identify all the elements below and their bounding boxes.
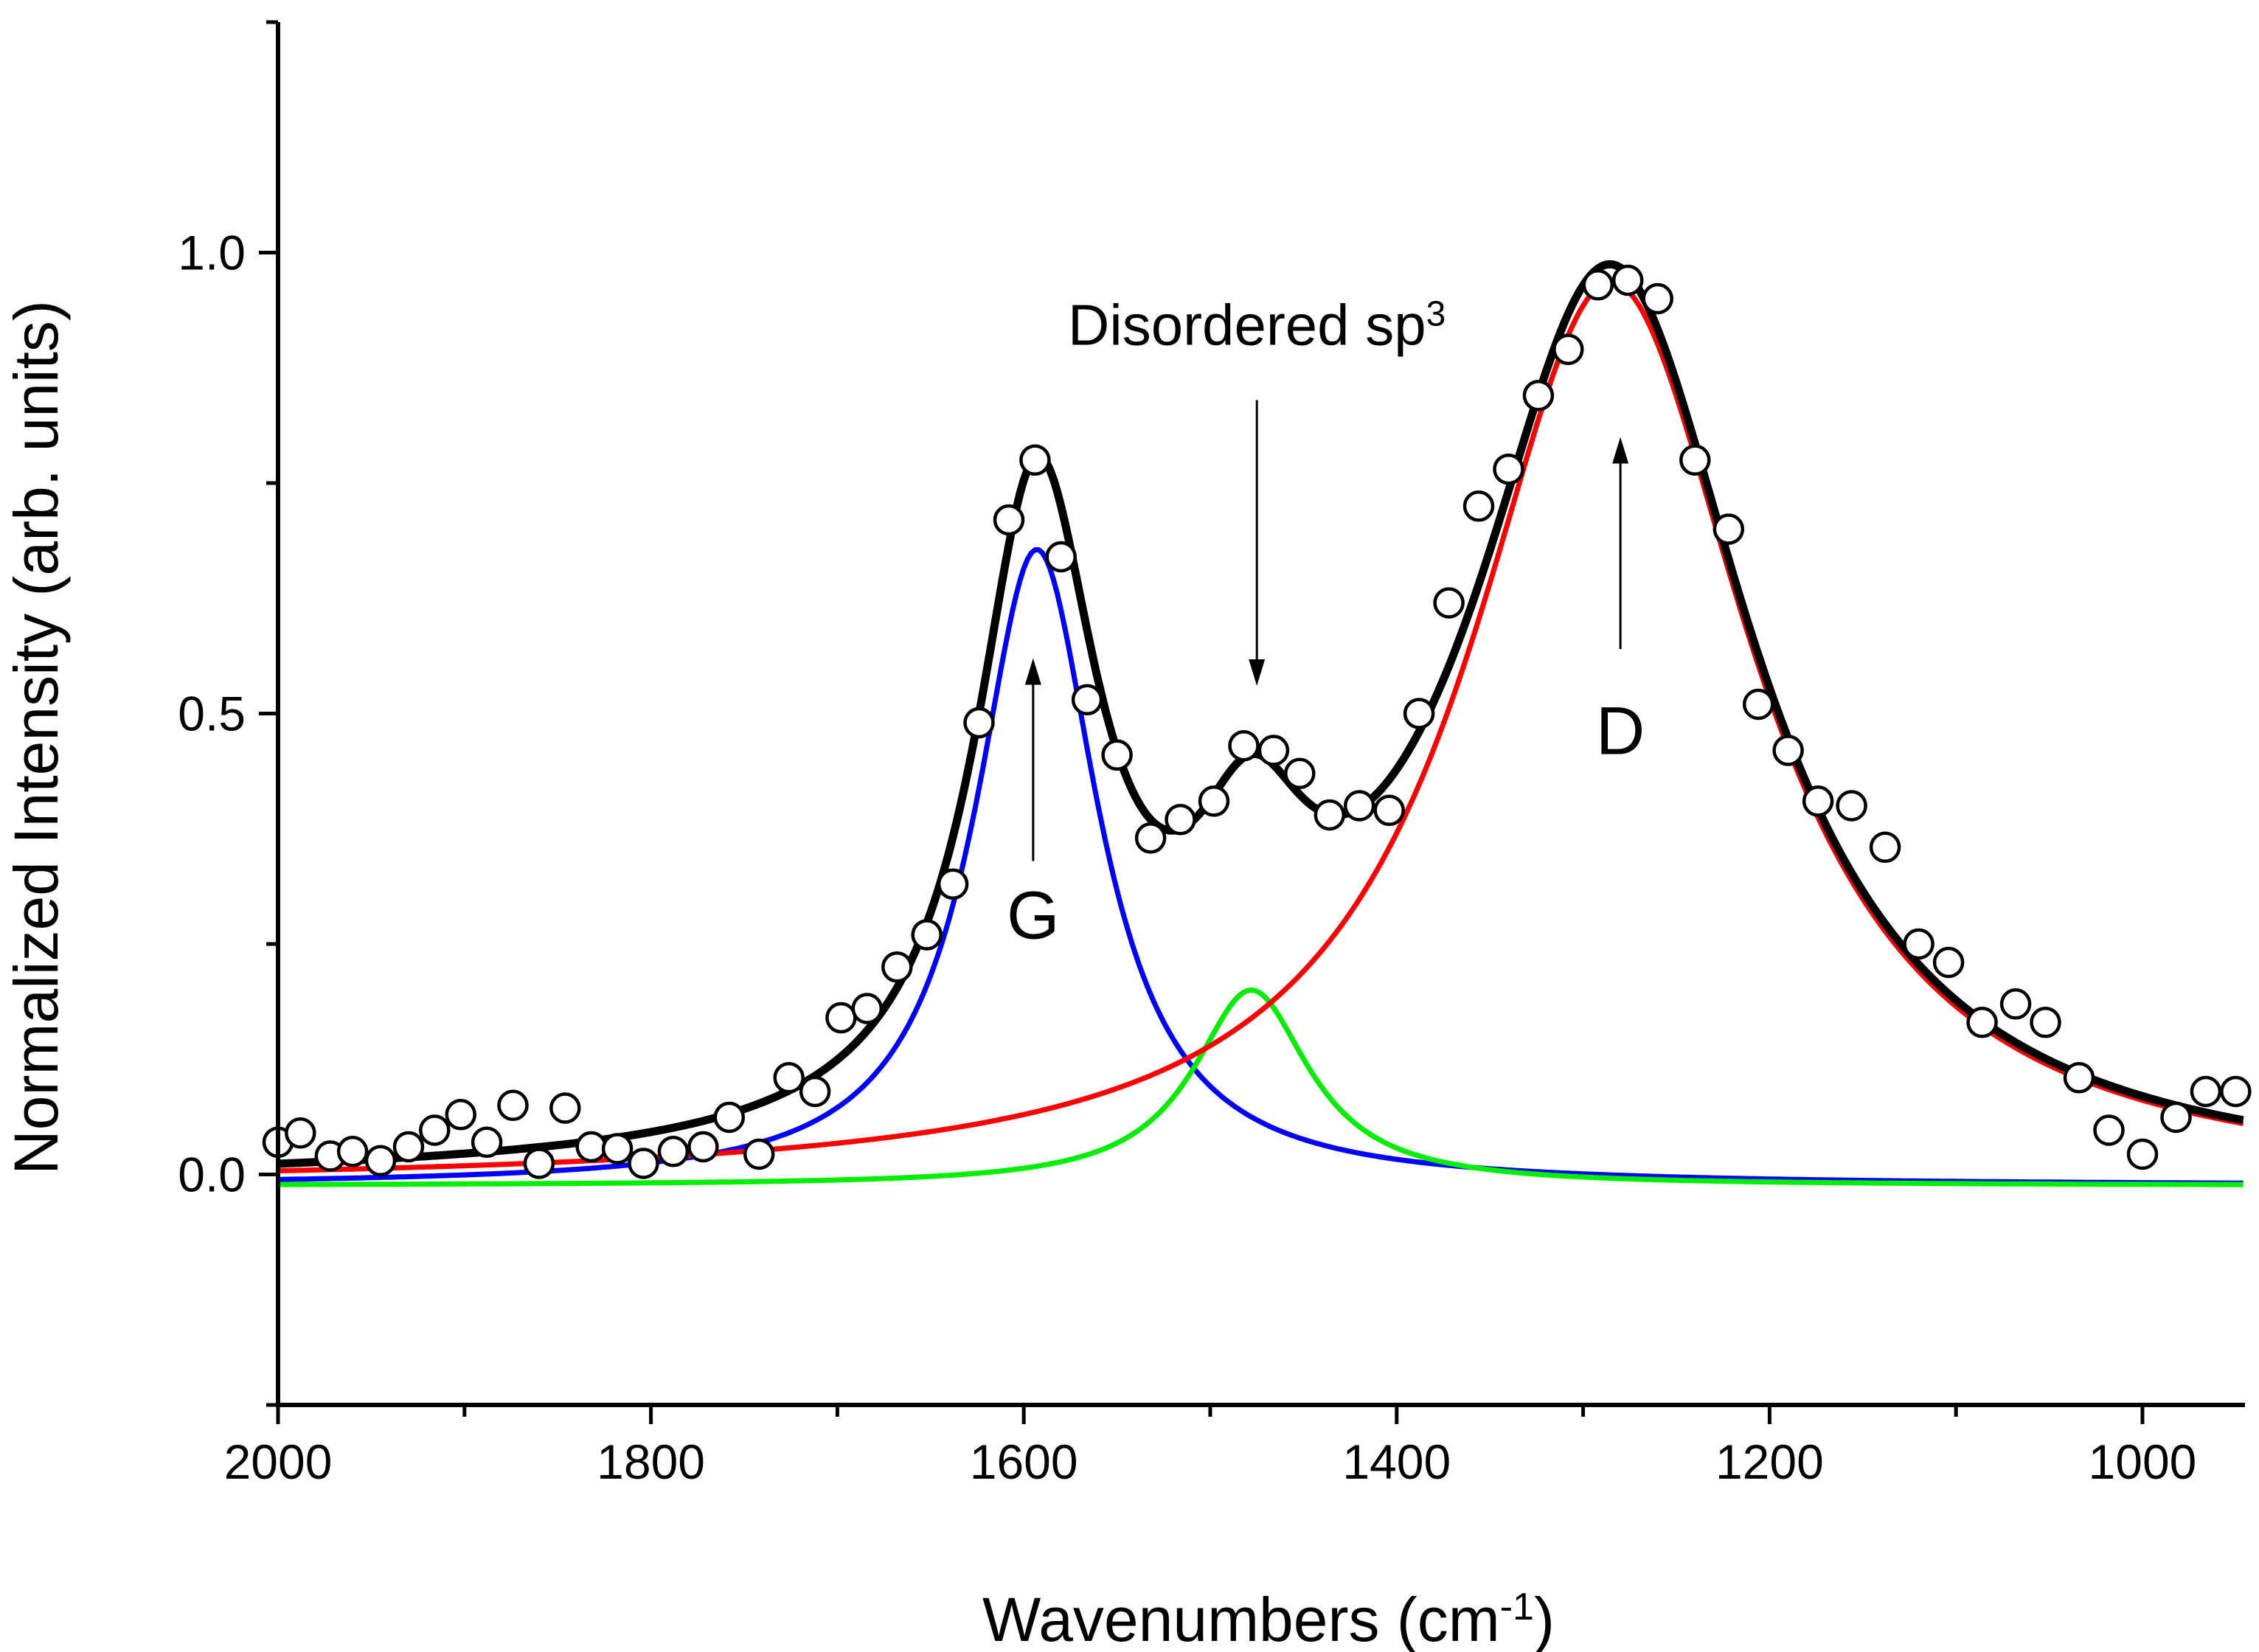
y-axis-title: Normalized Intensity (arb. units) [1,300,71,1175]
x-axis-title: Wavenumbers (cm-1) [982,1585,1555,1652]
data-point [419,1114,451,1146]
data-point [1433,587,1465,619]
data-point [1999,988,2032,1020]
data-point [1522,380,1555,412]
fit-line-d-band-fit [277,280,2244,1173]
data-point [2220,1075,2252,1108]
data-point [497,1089,529,1122]
x-tick-label: 1600 [970,1434,1078,1489]
data-point [1493,453,1524,485]
data-point [773,1062,805,1094]
x-axis-title-sup: -1 [1500,1586,1534,1628]
arrow-head-sp3 [1249,659,1266,686]
data-point [1134,822,1167,854]
data-point [687,1131,719,1163]
data-point [575,1131,607,1163]
arrow-head-D [1612,437,1629,464]
data-point [1071,684,1103,716]
data-point [1101,739,1133,771]
x-tick-label: 2000 [224,1434,333,1489]
x-tick-label: 1200 [1715,1434,1824,1489]
y-tick-label: 0.5 [178,687,246,741]
y-tick-label: 1.0 [178,226,246,280]
label-G: G [1007,878,1060,954]
data-point [1373,794,1405,827]
data-point [1772,735,1804,766]
data-point [445,1099,476,1131]
data-point [799,1075,831,1108]
data-point [825,1002,857,1034]
x-tick-label: 1000 [2089,1434,2197,1489]
y-tick-label: 0.0 [178,1148,246,1202]
data-point [963,707,995,739]
x-axis-title-close: ) [1534,1585,1555,1652]
axes: 0.0 0.5 1.0 2000 1800 1600 1400 1200 1000 [178,20,2245,1489]
data-markers [262,264,2252,1179]
data-point [1802,785,1834,817]
data-point [285,1117,316,1149]
data-point [549,1092,581,1124]
data-point [1932,946,1965,979]
data-point [1642,282,1673,315]
data-point [336,1136,369,1167]
data-point [1257,735,1290,766]
data-point [628,1148,659,1179]
data-point [2030,1007,2061,1038]
data-point [1198,785,1230,817]
data-point [657,1136,690,1167]
data-point [2190,1075,2222,1108]
data-point [1836,790,1867,822]
data-point [911,919,943,951]
data-point [993,504,1025,536]
label-D-text: D [1596,694,1645,769]
arrow-head-G [1024,658,1041,685]
data-point [364,1145,397,1177]
data-point [1582,269,1614,301]
data-point [471,1126,503,1159]
data-point [1343,790,1375,822]
data-point [1552,333,1584,366]
x-tick-label: 1400 [1342,1434,1451,1489]
data-point [1314,799,1346,831]
data-point [1019,444,1051,476]
data-point [2126,1138,2159,1170]
data-point [1165,804,1196,836]
data-point [1045,541,1077,573]
annotations: G D Disordered sp3 [1007,293,1645,954]
data-point [1742,688,1774,721]
data-point [1611,264,1644,296]
fit-line-cumulative [277,260,2244,1168]
fit-curves [277,260,2244,1187]
data-point [2093,1114,2125,1146]
data-point [1966,1007,1998,1038]
label-sp3-text: Disordered sp [1068,293,1426,358]
x-tick-label: 1800 [597,1434,705,1489]
label-sp3-sup: 3 [1426,294,1446,333]
data-point [1228,729,1260,762]
data-point [743,1138,775,1170]
label-G-text: G [1007,878,1060,954]
data-point [2063,1062,2095,1094]
data-point [601,1133,634,1165]
fit-line-g-band-fit [278,547,2244,1186]
data-point [1462,490,1495,522]
label-sp3: Disordered sp3 [1068,293,1446,358]
data-point [1679,444,1711,476]
data-point [1869,831,1901,864]
data-point [1903,928,1934,960]
data-point [523,1148,555,1179]
data-point [1713,513,1745,545]
label-D: D [1596,694,1645,769]
data-point [2160,1101,2192,1134]
data-point [392,1131,425,1163]
data-point [1284,757,1316,790]
fit-line-disordered-sp3-fit [278,988,2244,1187]
x-axis-title-main: Wavenumbers (cm [982,1585,1500,1652]
data-point [1403,698,1435,729]
data-point [851,993,884,1024]
data-point [881,951,913,983]
data-point [713,1101,746,1134]
data-point [937,868,969,900]
